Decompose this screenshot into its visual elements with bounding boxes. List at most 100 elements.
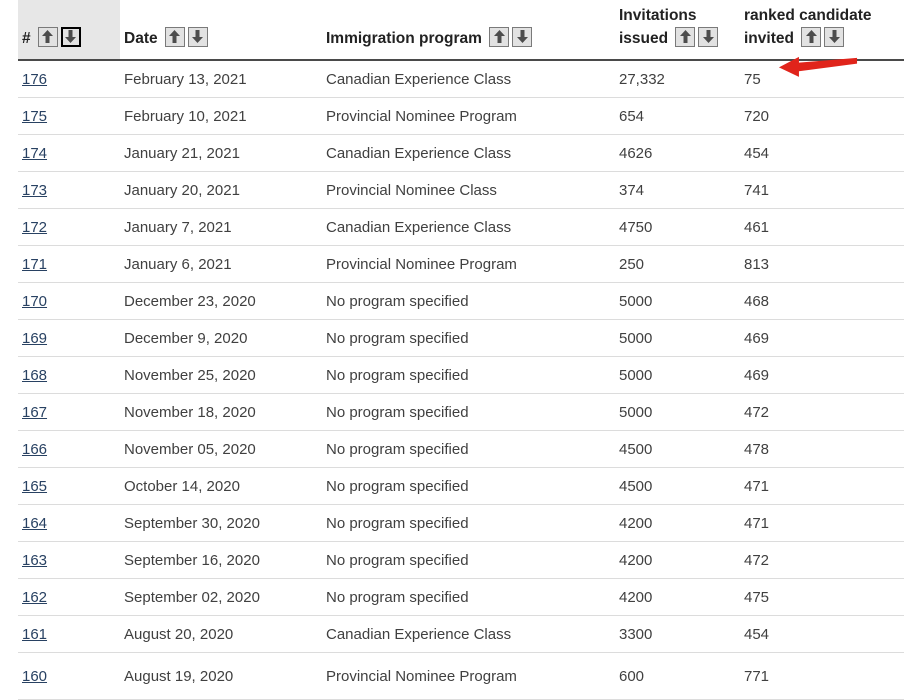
cell-num: 174: [18, 134, 120, 172]
cell-rank: 469: [740, 319, 904, 357]
table-header-row: # Date Immigration program Invitations i…: [18, 0, 904, 61]
cell-date: September 30, 2020: [120, 504, 322, 542]
table-row: 166 November 05, 2020 No program specified…: [18, 430, 904, 468]
cell-num: 168: [18, 356, 120, 394]
cell-num: 172: [18, 208, 120, 246]
column-header-program: Immigration program: [322, 0, 615, 61]
up-arrow-icon: [42, 30, 54, 44]
draw-number-link[interactable]: 172: [22, 218, 48, 236]
cell-invitations: 5000: [615, 319, 740, 357]
cell-date: February 13, 2021: [120, 59, 322, 98]
cell-program: No program specified: [322, 282, 615, 320]
cell-invitations: 600: [615, 652, 740, 700]
column-label-invitations: Invitations issued: [619, 7, 697, 47]
cell-program: No program specified: [322, 578, 615, 616]
table-row: 171 January 6, 2021 Provincial Nominee Pro…: [18, 245, 904, 283]
draw-number-link[interactable]: 174: [22, 144, 48, 162]
cell-rank: 475: [740, 578, 904, 616]
cell-num: 173: [18, 171, 120, 209]
cell-num: 170: [18, 282, 120, 320]
cell-date: February 10, 2021: [120, 97, 322, 135]
draw-number-link[interactable]: 169: [22, 329, 48, 347]
table-row: 175 February 10, 2021 Provincial Nominee P…: [18, 97, 904, 135]
cell-date: October 14, 2020: [120, 467, 322, 505]
cell-rank: 471: [740, 467, 904, 505]
cell-program: Canadian Experience Class: [322, 615, 615, 653]
draw-number-link[interactable]: 165: [22, 477, 48, 495]
sort-desc-button-invitations[interactable]: [698, 26, 719, 47]
cell-num: 163: [18, 541, 120, 579]
column-label-date: Date: [124, 29, 162, 47]
cell-date: November 05, 2020: [120, 430, 322, 468]
draw-number-link[interactable]: 164: [22, 514, 48, 532]
sort-asc-button-num[interactable]: [37, 26, 58, 47]
draw-number-link[interactable]: 161: [22, 625, 48, 643]
column-label-rank: ranked candidate invited: [744, 7, 872, 47]
cell-date: December 23, 2020: [120, 282, 322, 320]
cell-invitations: 654: [615, 97, 740, 135]
column-header-rank: ranked candidate invited: [740, 0, 904, 61]
table-row: 176 February 13, 2021 Canadian Experience …: [18, 59, 904, 98]
cell-rank: 720: [740, 97, 904, 135]
cell-invitations: 3300: [615, 615, 740, 653]
cell-date: January 21, 2021: [120, 134, 322, 172]
sort-desc-button-program[interactable]: [512, 26, 533, 47]
draw-number-link[interactable]: 175: [22, 107, 48, 125]
cell-invitations: 374: [615, 171, 740, 209]
cell-invitations: 27,332: [615, 59, 740, 98]
up-arrow-icon: [493, 30, 505, 44]
cell-rank: 75: [740, 59, 904, 98]
draw-number-link[interactable]: 171: [22, 255, 48, 273]
cell-rank: 454: [740, 615, 904, 653]
cell-date: November 18, 2020: [120, 393, 322, 431]
express-entry-draws-table: # Date Immigration program Invitations i…: [18, 0, 904, 700]
cell-invitations: 4750: [615, 208, 740, 246]
sort-asc-button-program[interactable]: [489, 26, 510, 47]
draw-number-link[interactable]: 168: [22, 366, 48, 384]
up-arrow-icon: [805, 30, 817, 44]
draw-number-link[interactable]: 170: [22, 292, 48, 310]
cell-rank: 741: [740, 171, 904, 209]
table-row: 168 November 25, 2020 No program specified…: [18, 356, 904, 394]
table-row: 163 September 16, 2020 No program specifie…: [18, 541, 904, 579]
draw-number-link[interactable]: 162: [22, 588, 48, 606]
draw-number-link[interactable]: 166: [22, 440, 48, 458]
sort-desc-button-rank[interactable]: [824, 26, 845, 47]
sort-desc-button-date[interactable]: [187, 26, 208, 47]
sort-asc-button-date[interactable]: [164, 26, 185, 47]
cell-date: January 7, 2021: [120, 208, 322, 246]
cell-num: 160: [18, 652, 120, 700]
cell-invitations: 4200: [615, 504, 740, 542]
cell-program: Canadian Experience Class: [322, 59, 615, 98]
draw-number-link[interactable]: 173: [22, 181, 48, 199]
cell-invitations: 5000: [615, 356, 740, 394]
cell-invitations: 4200: [615, 578, 740, 616]
cell-program: No program specified: [322, 430, 615, 468]
cell-date: September 16, 2020: [120, 541, 322, 579]
table-body: 176 February 13, 2021 Canadian Experience …: [18, 59, 904, 700]
cell-date: January 6, 2021: [120, 245, 322, 283]
table-row: 169 December 9, 2020 No program specified 5…: [18, 319, 904, 357]
cell-date: November 25, 2020: [120, 356, 322, 394]
table-row: 164 September 30, 2020 No program specifie…: [18, 504, 904, 542]
draw-number-link[interactable]: 176: [22, 70, 48, 88]
draw-number-link[interactable]: 163: [22, 551, 48, 569]
cell-program: No program specified: [322, 467, 615, 505]
draw-number-link[interactable]: 167: [22, 403, 48, 421]
sort-desc-button-num[interactable]: [60, 26, 81, 47]
sort-asc-button-invitations[interactable]: [675, 26, 696, 47]
cell-program: No program specified: [322, 541, 615, 579]
draw-number-link[interactable]: 160: [22, 667, 48, 685]
draws-table-container: # Date Immigration program Invitations i…: [18, 0, 904, 700]
cell-date: September 02, 2020: [120, 578, 322, 616]
cell-num: 167: [18, 393, 120, 431]
table-row: 170 December 23, 2020 No program specified…: [18, 282, 904, 320]
cell-program: Canadian Experience Class: [322, 208, 615, 246]
down-arrow-icon: [828, 30, 840, 44]
sort-asc-button-rank[interactable]: [801, 26, 822, 47]
cell-invitations: 4500: [615, 430, 740, 468]
table-row: 167 November 18, 2020 No program specified…: [18, 393, 904, 431]
cell-rank: 771: [740, 652, 904, 700]
down-arrow-icon: [192, 30, 204, 44]
cell-num: 175: [18, 97, 120, 135]
